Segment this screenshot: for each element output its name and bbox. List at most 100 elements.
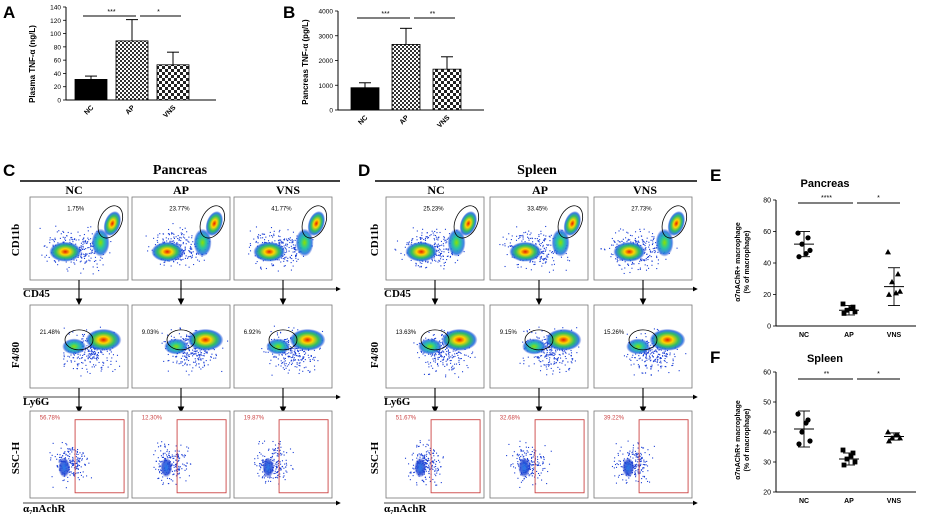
event-dot bbox=[649, 254, 651, 257]
event-dot bbox=[427, 261, 429, 264]
gate-ellipse bbox=[524, 329, 554, 351]
event-dot bbox=[429, 454, 431, 456]
event-dot bbox=[286, 471, 288, 473]
event-dot bbox=[439, 354, 442, 356]
event-dot bbox=[419, 266, 421, 268]
event-dot bbox=[273, 472, 275, 475]
event-dot bbox=[565, 357, 567, 360]
event-dot bbox=[521, 240, 523, 242]
event-dot bbox=[286, 464, 288, 466]
event-dot bbox=[294, 244, 296, 246]
event-dot bbox=[649, 360, 651, 362]
event-dot bbox=[255, 241, 257, 243]
event-dot bbox=[191, 235, 193, 237]
y-tick-label: 60 bbox=[763, 370, 771, 377]
panel-f-scatter-chart: Spleen α7nAChR+ macrophage (% of macroph… bbox=[735, 353, 916, 505]
event-dot bbox=[449, 256, 451, 258]
event-dot bbox=[293, 354, 295, 356]
event-dot bbox=[635, 336, 638, 339]
event-dot bbox=[173, 240, 175, 242]
gate-ellipse bbox=[166, 329, 196, 351]
event-dot bbox=[82, 471, 84, 473]
event-dot bbox=[425, 465, 427, 467]
event-dot bbox=[547, 470, 549, 473]
event-dot bbox=[167, 482, 169, 485]
event-dot bbox=[96, 355, 98, 357]
event-dot bbox=[565, 252, 567, 255]
event-dot bbox=[81, 246, 83, 248]
event-dot bbox=[88, 255, 90, 257]
data-point bbox=[895, 271, 901, 277]
event-dot bbox=[429, 468, 431, 470]
event-dot bbox=[90, 477, 93, 479]
event-dot bbox=[504, 265, 506, 268]
event-dot bbox=[279, 476, 281, 478]
event-dot bbox=[657, 259, 659, 261]
event-dot bbox=[631, 263, 633, 265]
event-dot bbox=[672, 358, 674, 360]
event-dot bbox=[645, 464, 647, 466]
event-dot bbox=[425, 458, 427, 460]
event-dot bbox=[635, 460, 637, 462]
event-dot bbox=[526, 458, 529, 460]
event-dot bbox=[645, 355, 647, 357]
event-dot bbox=[81, 361, 83, 364]
event-dot bbox=[176, 360, 178, 362]
event-dot bbox=[436, 472, 438, 474]
event-dot bbox=[72, 446, 74, 449]
sig-label: ** bbox=[430, 11, 436, 18]
event-dot bbox=[626, 240, 628, 242]
event-dot bbox=[82, 248, 84, 250]
event-dot bbox=[519, 362, 521, 364]
event-dot bbox=[157, 477, 159, 480]
event-dot bbox=[440, 342, 442, 344]
event-dot bbox=[408, 244, 410, 246]
event-dot bbox=[297, 329, 299, 331]
y-tick-label: 40 bbox=[763, 261, 771, 268]
event-dot bbox=[81, 257, 83, 259]
event-dot bbox=[258, 465, 260, 467]
event-dot bbox=[647, 449, 649, 451]
event-dot bbox=[63, 352, 65, 354]
event-dot bbox=[530, 269, 532, 271]
event-dot bbox=[653, 445, 655, 447]
event-dot bbox=[637, 443, 639, 445]
event-dot bbox=[632, 457, 634, 459]
event-dot bbox=[519, 446, 521, 448]
event-dot bbox=[516, 264, 518, 266]
event-dot bbox=[663, 359, 665, 362]
event-dot bbox=[621, 473, 623, 476]
event-dot bbox=[539, 464, 541, 466]
event-dot bbox=[610, 256, 612, 258]
event-dot bbox=[177, 237, 179, 240]
event-dot bbox=[198, 363, 200, 365]
event-dot bbox=[60, 447, 62, 449]
event-dot bbox=[648, 341, 650, 344]
event-dot bbox=[533, 356, 535, 358]
event-dot bbox=[80, 375, 82, 377]
event-dot bbox=[186, 359, 188, 361]
event-dot bbox=[415, 262, 417, 264]
event-dot bbox=[54, 260, 56, 262]
event-dot bbox=[448, 357, 450, 359]
event-dot bbox=[183, 234, 185, 236]
event-dot bbox=[633, 363, 635, 365]
event-dot bbox=[63, 231, 65, 233]
event-dot bbox=[288, 355, 290, 357]
event-dot bbox=[616, 261, 618, 263]
event-dot bbox=[610, 253, 613, 255]
event-dot bbox=[546, 357, 548, 360]
event-dot bbox=[626, 356, 628, 358]
event-dot bbox=[634, 465, 636, 467]
event-dot bbox=[153, 466, 155, 468]
event-dot bbox=[631, 267, 633, 269]
event-dot bbox=[307, 369, 309, 372]
event-dot bbox=[277, 270, 279, 272]
event-dot bbox=[86, 457, 88, 459]
event-dot bbox=[547, 244, 549, 246]
y-tick-label: 80 bbox=[54, 44, 62, 51]
event-dot bbox=[287, 260, 289, 262]
event-dot bbox=[525, 452, 527, 454]
event-dot bbox=[551, 264, 553, 266]
event-dot bbox=[446, 359, 448, 361]
